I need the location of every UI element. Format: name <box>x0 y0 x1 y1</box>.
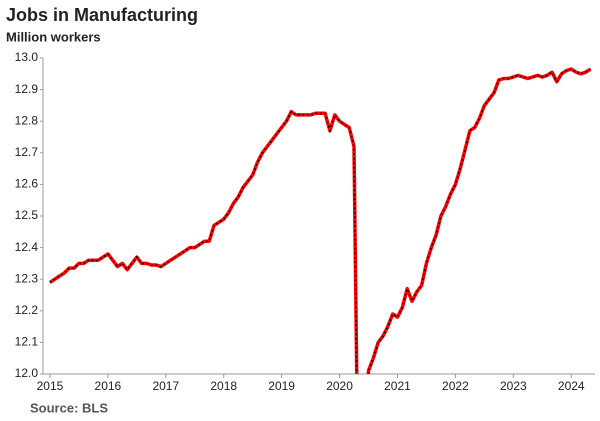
y-tick-label: 12.5 <box>15 208 39 222</box>
x-tick-label: 2015 <box>37 379 64 393</box>
x-tick-label: 2021 <box>384 379 411 393</box>
line-markers <box>49 68 591 374</box>
chart-subtitle: Million workers <box>6 29 101 44</box>
x-tick-label: 2024 <box>558 379 585 393</box>
x-tick-label: 2016 <box>95 379 122 393</box>
y-tick-label: 12.4 <box>15 240 39 254</box>
chart-title: Jobs in Manufacturing <box>6 5 198 25</box>
x-tick-label: 2018 <box>210 379 237 393</box>
x-tick-label: 2020 <box>326 379 353 393</box>
x-tick-label: 2019 <box>268 379 295 393</box>
y-tick-label: 12.1 <box>15 335 39 349</box>
x-tick-label: 2023 <box>500 379 527 393</box>
plot-area <box>49 67 592 374</box>
y-tick-label: 13.0 <box>15 50 39 64</box>
line <box>49 67 592 374</box>
source: Source: BLS <box>30 400 108 415</box>
y-tick-label: 12.8 <box>15 113 39 127</box>
y-tick-label: 12.2 <box>15 303 39 317</box>
y-tick-label: 12.6 <box>15 177 39 191</box>
y-tick-label: 12.0 <box>15 366 39 380</box>
y-tick-label: 12.9 <box>15 82 39 96</box>
x-tick-label: 2017 <box>152 379 179 393</box>
x-tick-label: 2022 <box>442 379 469 393</box>
y-tick-label: 12.7 <box>15 145 39 159</box>
y-tick-label: 12.3 <box>15 271 39 285</box>
